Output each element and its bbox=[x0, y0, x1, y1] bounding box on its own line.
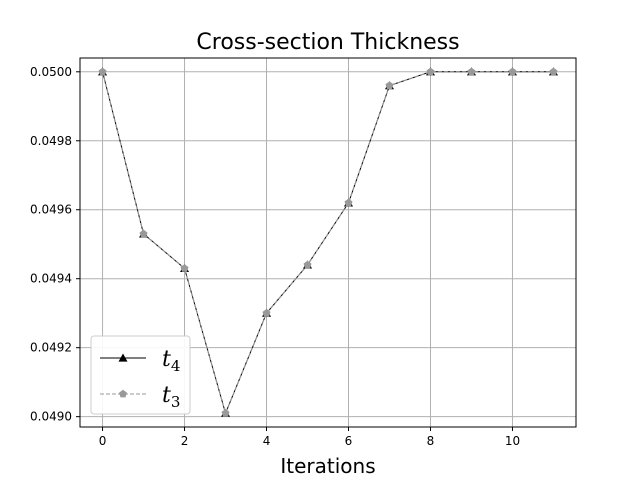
legend-marker-pentagon bbox=[119, 389, 127, 398]
chart-title: Cross-section Thickness bbox=[196, 30, 459, 55]
x-tick-label: 2 bbox=[181, 434, 189, 448]
series-lines bbox=[98, 67, 558, 417]
data-point-pentagon bbox=[98, 67, 107, 76]
data-point-pentagon bbox=[139, 229, 148, 238]
series-line bbox=[102, 71, 554, 415]
x-tick-label: 6 bbox=[345, 434, 353, 448]
data-point-pentagon bbox=[344, 198, 353, 207]
data-point-pentagon bbox=[467, 67, 476, 76]
y-tick-label: 0.0500 bbox=[30, 65, 72, 79]
x-tick-label: 0 bbox=[99, 434, 107, 448]
y-tick-label: 0.0498 bbox=[30, 134, 72, 148]
data-point-pentagon bbox=[508, 67, 517, 76]
x-tick-label: 8 bbox=[427, 434, 435, 448]
series-t3 bbox=[98, 67, 558, 417]
data-point-pentagon bbox=[426, 67, 435, 76]
x-axis-label: Iterations bbox=[280, 454, 375, 478]
legend-marker-triangle bbox=[118, 353, 128, 362]
data-point-pentagon bbox=[303, 260, 312, 269]
plot-frame bbox=[79, 57, 577, 428]
x-axis-ticks: 0 2 4 6 8 10 bbox=[99, 427, 520, 448]
data-point-pentagon bbox=[549, 67, 558, 76]
data-point-pentagon bbox=[385, 81, 394, 89]
y-tick-label: 0.0494 bbox=[30, 272, 72, 286]
legend-label-subscript: 4 bbox=[171, 357, 181, 375]
y-tick-label: 0.0490 bbox=[30, 410, 72, 424]
data-point-pentagon bbox=[262, 309, 271, 317]
y-axis-ticks: 0.0490 0.0492 0.0494 0.0496 0.0498 0.0500 bbox=[30, 65, 80, 424]
x-tick-label: 4 bbox=[263, 434, 271, 448]
y-tick-label: 0.0492 bbox=[30, 341, 72, 355]
y-tick-label: 0.0496 bbox=[30, 203, 72, 217]
data-point-pentagon bbox=[221, 409, 230, 417]
x-tick-label: 10 bbox=[505, 434, 520, 448]
data-point-pentagon bbox=[180, 264, 189, 272]
legend-label-subscript: 3 bbox=[171, 393, 181, 411]
